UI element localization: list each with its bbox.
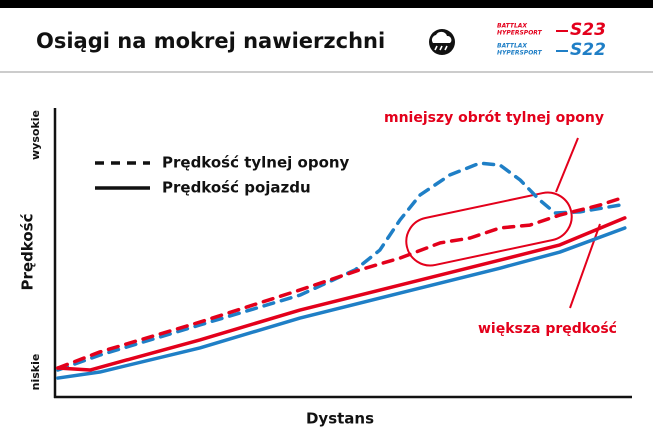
x-axis-label: Dystans xyxy=(306,410,374,428)
legend-label: Prędkość pojazdu xyxy=(162,179,311,197)
y-axis-label: Prędkość xyxy=(19,213,37,290)
logo-model: S22 xyxy=(570,40,606,60)
chart-title: Osiągi na mokrej nawierzchni xyxy=(36,29,385,53)
logo-model: S23 xyxy=(570,20,606,40)
logo-brand: BATTLAX xyxy=(497,23,527,30)
highlight-ellipse xyxy=(405,191,573,267)
logo-line: HYPERSPORT xyxy=(497,30,543,37)
logo-line: HYPERSPORT xyxy=(497,50,543,57)
series-line xyxy=(56,216,627,372)
series-line xyxy=(56,226,627,380)
legend-label: Prędkość tylnej opony xyxy=(162,154,350,172)
annotation-pointer xyxy=(555,137,579,193)
series-line xyxy=(56,161,622,372)
y-low-label: niskie xyxy=(29,354,42,391)
top-bar xyxy=(0,0,653,8)
annotation: mniejszy obrót tylnej opony xyxy=(384,110,604,126)
annotation: większa prędkość xyxy=(478,321,617,337)
y-high-label: wysokie xyxy=(29,110,42,160)
rain-icon xyxy=(429,29,455,55)
logo-brand: BATTLAX xyxy=(497,43,527,50)
annotation-pointer xyxy=(569,223,601,309)
series-line xyxy=(56,195,627,370)
